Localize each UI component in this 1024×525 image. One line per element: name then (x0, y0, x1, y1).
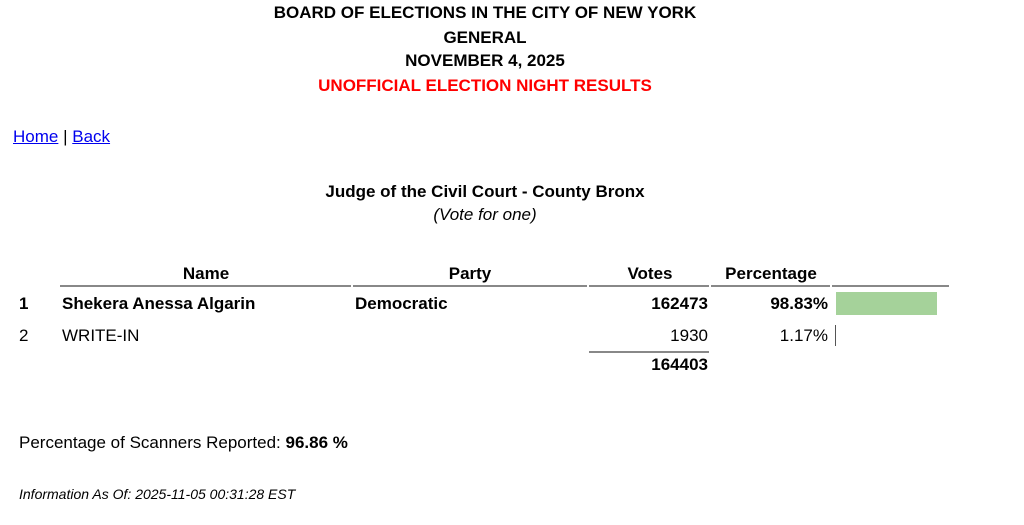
candidate-name: Shekera Anessa Algarin (62, 294, 256, 313)
percentage: 1.17% (779, 326, 828, 345)
percentage-bar (835, 325, 836, 346)
home-link[interactable]: Home (13, 127, 59, 146)
header-divider (711, 285, 830, 287)
total-votes: 164403 (651, 355, 708, 374)
scanners-reported: Percentage of Scanners Reported: 96.86 % (19, 433, 348, 453)
header-votes: Votes (627, 264, 673, 283)
info-timestamp: Information As Of: 2025-11-05 00:31:28 E… (19, 486, 296, 502)
party: Democratic (355, 294, 448, 313)
header-divider (60, 285, 351, 287)
header-divider (353, 285, 587, 287)
rank: 1 (19, 294, 29, 313)
election-date: NOVEMBER 4, 2025 (405, 51, 565, 70)
nav-separator: | (63, 127, 68, 146)
contest-title: Judge of the Civil Court - County Bronx (325, 182, 645, 201)
percentage-bar (836, 292, 937, 315)
scanners-value: 96.86 % (285, 433, 348, 452)
rank: 2 (19, 326, 29, 345)
header-name: Name (182, 264, 230, 283)
total-divider (589, 351, 709, 353)
header-percentage: Percentage (725, 264, 817, 283)
votes: 1930 (670, 326, 708, 345)
board-title: BOARD OF ELECTIONS IN THE CITY OF NEW YO… (273, 3, 697, 22)
nav-links: Home | Back (13, 127, 110, 147)
percentage: 98.83% (770, 294, 828, 313)
votes: 162473 (651, 294, 708, 313)
unofficial-notice: UNOFFICIAL ELECTION NIGHT RESULTS (318, 76, 652, 95)
election-type: GENERAL (443, 28, 527, 47)
candidate-name: WRITE-IN (62, 326, 140, 345)
header-divider (589, 285, 709, 287)
contest-subtitle: (Vote for one) (433, 205, 537, 224)
scanners-label: Percentage of Scanners Reported: (19, 433, 281, 452)
header-party: Party (448, 264, 492, 283)
header-divider (832, 285, 949, 287)
back-link[interactable]: Back (72, 127, 111, 146)
